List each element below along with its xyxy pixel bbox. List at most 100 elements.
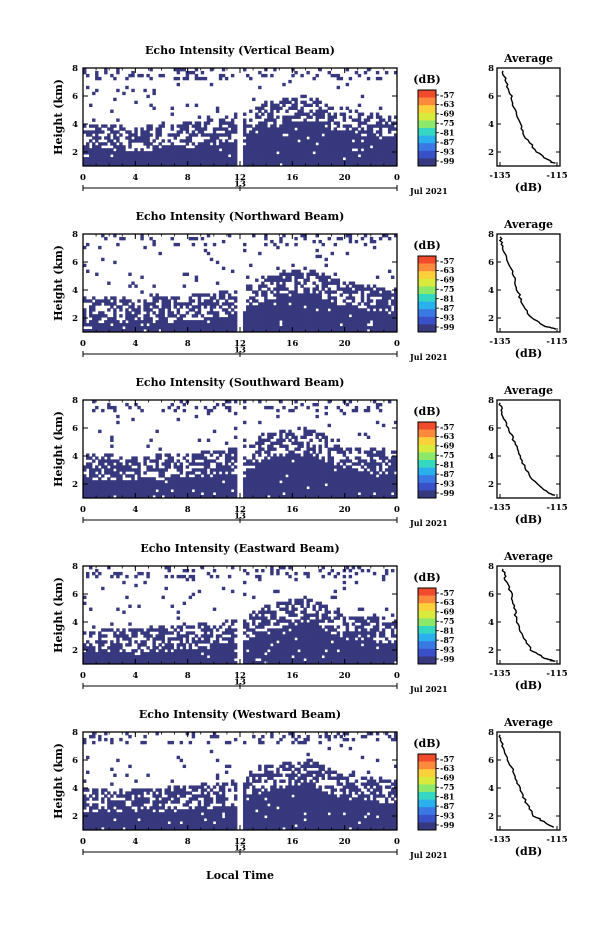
colorbar-tick-label: -69	[440, 109, 455, 119]
average-y-tick-label: 8	[488, 64, 494, 74]
x-tick-label: 16	[286, 505, 298, 515]
colorbar-tick-label: -57	[440, 90, 454, 100]
colorbar-tick-label: -87	[440, 801, 454, 811]
x-tick-label: 16	[286, 173, 298, 183]
colorbar-tick-label: -63	[440, 99, 455, 109]
colorbar-tick-label: -81	[440, 294, 454, 304]
x-tick-label: 0	[394, 671, 400, 681]
colorbar-tick-label: -81	[440, 626, 454, 636]
colorbar-tick-label: -69	[440, 607, 455, 617]
colorbar-swatch	[418, 143, 436, 152]
x-tick-label: 16	[286, 339, 298, 349]
x-tick-label: 0	[80, 505, 86, 515]
colorbar-unit: (dB)	[413, 73, 440, 86]
x-tick-label: 12	[234, 173, 246, 183]
panel-4: Echo Intensity (Westward Beam) 0 4 8 12 16 20 0…	[52, 708, 568, 860]
colorbar-swatch	[418, 158, 436, 167]
colorbar-tick-label: -69	[440, 275, 455, 285]
colorbar-frame	[417, 421, 437, 499]
colorbar-swatch	[418, 278, 436, 287]
average-x-tick-label: -115	[546, 171, 567, 181]
colorbar-swatch	[418, 112, 436, 121]
colorbar-swatch	[418, 467, 436, 476]
colorbar-swatch	[418, 256, 436, 264]
colorbar-frame	[417, 587, 437, 665]
y-axis-label: Height (km)	[52, 79, 65, 155]
x-tick-label: 20	[339, 505, 351, 515]
average-y-tick-label: 2	[488, 148, 494, 158]
colorbar-swatch	[418, 814, 436, 823]
month-label: Jul 2021	[409, 518, 448, 528]
panel-2: Echo Intensity (Southward Beam)0 4 8 12 16 20…	[52, 376, 568, 528]
average-profile: Average 2 4 6 8 -135 -115 (dB)	[488, 384, 568, 526]
average-y-tick-label: 6	[488, 756, 494, 766]
average-profile: Average 2 4 6 8 -135 -115 (dB)	[488, 716, 568, 858]
average-frame	[496, 399, 561, 499]
average-title: Average	[503, 550, 553, 563]
y-tick-label: 8	[72, 230, 78, 240]
x-tick-label: 20	[339, 173, 351, 183]
x-tick-label: 8	[185, 671, 191, 681]
average-title: Average	[503, 716, 553, 729]
colorbar-swatch	[418, 792, 436, 800]
x-tick-label: 4	[132, 339, 138, 349]
average-x-tick-label: -135	[489, 503, 510, 513]
x-tick-label: 12	[234, 837, 246, 847]
y-tick-label: 4	[72, 452, 78, 462]
colorbar-tick-label: -69	[440, 441, 455, 451]
colorbar-tick-label: -93	[440, 146, 455, 156]
colorbar-tick-label: -99	[440, 322, 455, 332]
colorbar-swatch	[418, 656, 436, 665]
y-tick-label: 6	[72, 258, 78, 268]
colorbar-tick-label: -99	[440, 654, 455, 664]
y-tick-label: 6	[72, 590, 78, 600]
colorbar-swatch	[418, 90, 436, 98]
x-tick-label: 16	[286, 837, 298, 847]
y-tick-label: 8	[72, 64, 78, 74]
colorbar-swatch	[418, 475, 436, 484]
y-tick-label: 6	[72, 424, 78, 434]
colorbar-swatch	[418, 769, 436, 778]
heatmap-cells	[83, 566, 398, 665]
colorbar-swatch	[418, 482, 436, 491]
average-line	[498, 236, 557, 330]
colorbar-swatch	[418, 618, 436, 627]
heatmap-cells	[83, 732, 398, 831]
average-x-tick-label: -135	[489, 835, 510, 845]
x-tick-label: 0	[80, 837, 86, 847]
x-tick-label: 8	[185, 837, 191, 847]
x-tick-label: 0	[394, 505, 400, 515]
x-tick-label: 8	[185, 339, 191, 349]
day-label: 13	[234, 180, 246, 190]
average-line	[498, 734, 555, 828]
colorbar-swatch	[418, 429, 436, 438]
colorbar-tick-label: -81	[440, 792, 454, 802]
colorbar-tick-label: -63	[440, 597, 455, 607]
colorbar-tick-label: -57	[440, 588, 454, 598]
colorbar-tick-label: -99	[440, 488, 455, 498]
average-profile: Average 2 4 6 8 -135 -115 (dB)	[488, 550, 568, 692]
average-x-tick-label: -135	[489, 171, 510, 181]
average-y-tick-label: 4	[488, 120, 494, 130]
month-label: Jul 2021	[409, 850, 448, 860]
average-y-tick-label: 2	[488, 812, 494, 822]
colorbar-tick-label: -81	[440, 460, 454, 470]
colorbar-swatch	[418, 135, 436, 144]
colorbar-swatch	[418, 460, 436, 468]
colorbar-frame	[417, 255, 437, 333]
colorbar-swatch	[418, 324, 436, 333]
x-tick-label: 12	[234, 671, 246, 681]
colorbar-swatch	[418, 452, 436, 461]
average-y-tick-label: 6	[488, 424, 494, 434]
x-tick-label: 12	[234, 339, 246, 349]
y-tick-label: 4	[72, 784, 78, 794]
colorbar-tick-label: -75	[440, 616, 454, 626]
colorbar-unit: (dB)	[413, 571, 440, 584]
colorbar-swatch	[418, 128, 436, 136]
colorbar-swatch	[418, 150, 436, 159]
average-title: Average	[503, 218, 553, 231]
average-title: Average	[503, 384, 553, 397]
colorbar-tick-label: -57	[440, 754, 454, 764]
colorbar-tick-label: -93	[440, 312, 455, 322]
colorbar-swatch	[418, 648, 436, 657]
